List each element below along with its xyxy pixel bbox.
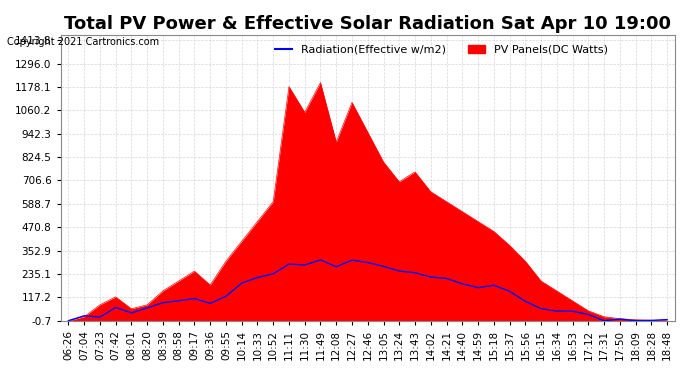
Legend: Radiation(Effective w/m2), PV Panels(DC Watts): Radiation(Effective w/m2), PV Panels(DC … (271, 40, 612, 59)
Text: Copyright 2021 Cartronics.com: Copyright 2021 Cartronics.com (7, 37, 159, 47)
Title: Total PV Power & Effective Solar Radiation Sat Apr 10 19:00: Total PV Power & Effective Solar Radiati… (64, 15, 671, 33)
